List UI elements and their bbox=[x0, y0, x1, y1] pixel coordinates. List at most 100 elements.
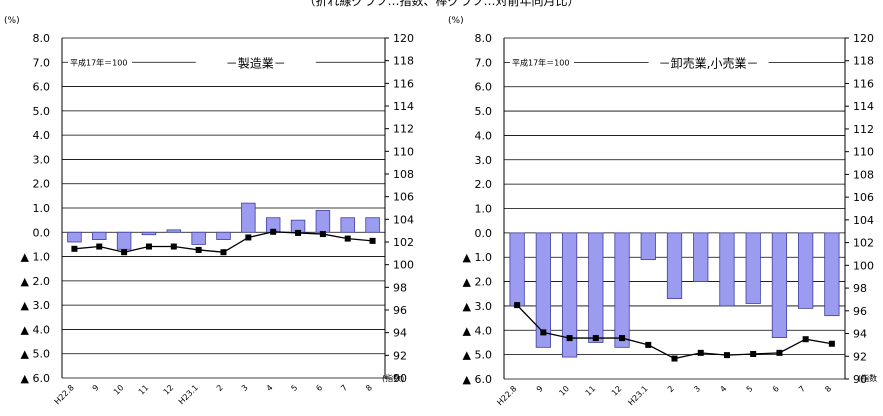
index-point bbox=[619, 335, 625, 341]
left-tick-label: 1.0 bbox=[33, 202, 51, 215]
index-point bbox=[96, 244, 102, 250]
right-tick-label: 94 bbox=[393, 327, 407, 340]
x-tick-label: H22.8 bbox=[495, 384, 518, 407]
chart-manufacturing: 8.07.06.05.04.03.02.01.00.0▲ 1.0▲ 2.0▲ 3… bbox=[0, 0, 440, 416]
left-tick-label: ▲ 4.0 bbox=[463, 324, 492, 337]
index-point bbox=[672, 356, 678, 362]
left-tick-label: ▲ 2.0 bbox=[463, 276, 492, 289]
left-tick-label: ▲ 4.0 bbox=[21, 323, 50, 336]
left-tick-label: ▲ 5.0 bbox=[21, 348, 50, 361]
right-tick-label: 110 bbox=[853, 146, 874, 159]
x-tick-label: 10 bbox=[112, 383, 126, 397]
x-tick-label: 6 bbox=[314, 383, 324, 393]
right-tick-label: 120 bbox=[853, 32, 874, 45]
x-tick-label: 3 bbox=[240, 383, 250, 393]
left-tick-label: 8.0 bbox=[33, 32, 51, 45]
right-tick-label: 100 bbox=[853, 259, 874, 272]
bar bbox=[92, 232, 106, 239]
x-tick-label: H22.8 bbox=[53, 383, 76, 406]
x-tick-label: 2 bbox=[666, 384, 676, 394]
index-point bbox=[540, 329, 546, 335]
index-point bbox=[345, 236, 351, 242]
index-point bbox=[370, 238, 376, 244]
index-point bbox=[71, 246, 77, 252]
right-tick-label: 110 bbox=[393, 145, 414, 158]
index-point bbox=[724, 352, 730, 358]
x-tick-label: 4 bbox=[265, 383, 275, 393]
right-tick-label: 114 bbox=[393, 100, 414, 113]
bar bbox=[641, 233, 655, 260]
bar bbox=[746, 233, 760, 304]
index-point bbox=[196, 247, 202, 253]
x-tick-label: 10 bbox=[557, 384, 571, 398]
index-point bbox=[320, 231, 326, 237]
x-tick-label: H23.1 bbox=[177, 383, 200, 406]
bar bbox=[68, 232, 82, 242]
x-tick-label: 8 bbox=[823, 384, 833, 394]
left-tick-label: ▲ 3.0 bbox=[463, 300, 492, 313]
left-tick-label: 7.0 bbox=[33, 56, 51, 69]
left-tick-label: 5.0 bbox=[475, 105, 493, 118]
index-point bbox=[121, 249, 127, 255]
left-tick-label: 0.0 bbox=[33, 226, 51, 239]
right-tick-label: 114 bbox=[853, 100, 874, 113]
x-tick-label: 8 bbox=[364, 383, 374, 393]
right-tick-label: 102 bbox=[393, 236, 414, 249]
index-point bbox=[829, 341, 835, 347]
index-point bbox=[803, 336, 809, 342]
index-point bbox=[567, 335, 573, 341]
panel-label: －卸売業,小売業－ bbox=[659, 55, 759, 70]
index-point bbox=[698, 350, 704, 356]
x-tick-label: 9 bbox=[91, 383, 101, 393]
right-tick-label: 92 bbox=[853, 350, 867, 363]
bar bbox=[316, 210, 330, 232]
x-tick-label: 4 bbox=[718, 384, 728, 394]
right-tick-label: 106 bbox=[853, 191, 874, 204]
right-tick-label: 106 bbox=[393, 191, 414, 204]
x-tick-label: 7 bbox=[339, 383, 349, 393]
bar bbox=[694, 233, 708, 282]
left-tick-label: 2.0 bbox=[475, 178, 493, 191]
right-tick-label: 100 bbox=[393, 259, 414, 272]
right-tick-label: 92 bbox=[393, 349, 407, 362]
left-tick-label: 3.0 bbox=[33, 153, 51, 166]
left-tick-label: 7.0 bbox=[475, 56, 493, 69]
right-tick-label: 118 bbox=[393, 55, 414, 68]
index-point bbox=[146, 244, 152, 250]
left-tick-label: 4.0 bbox=[33, 129, 51, 142]
left-tick-label: 8.0 bbox=[475, 32, 493, 45]
right-tick-label: 118 bbox=[853, 55, 874, 68]
x-tick-label: 12 bbox=[610, 384, 624, 398]
index-point bbox=[221, 249, 227, 255]
x-tick-label: 11 bbox=[137, 383, 151, 397]
left-tick-label: 3.0 bbox=[475, 154, 493, 167]
base-note: 平成17年＝100 bbox=[70, 57, 127, 67]
left-tick-label: 0.0 bbox=[475, 227, 493, 240]
index-point bbox=[295, 230, 301, 236]
right-tick-label: 104 bbox=[853, 214, 874, 227]
bar bbox=[142, 232, 156, 234]
bar bbox=[798, 233, 812, 309]
right-tick-label: 120 bbox=[393, 32, 414, 45]
right-tick-label: 98 bbox=[853, 282, 867, 295]
bar bbox=[667, 233, 681, 299]
right-tick-label: 102 bbox=[853, 237, 874, 250]
right-tick-label: 116 bbox=[853, 77, 874, 90]
bar bbox=[341, 218, 355, 233]
left-tick-label: 1.0 bbox=[475, 203, 493, 216]
bar bbox=[167, 230, 181, 232]
base-note: 平成17年＝100 bbox=[512, 57, 569, 67]
left-tick-label: 6.0 bbox=[33, 81, 51, 94]
bar bbox=[510, 233, 524, 306]
x-tick-label: 12 bbox=[162, 383, 176, 397]
index-point bbox=[270, 229, 276, 235]
x-tick-label: 9 bbox=[535, 384, 545, 394]
chart-wholesale-retail: 8.0 7.0 6.0 5.0 4.0 3.0 2.0 1.0 0.0 ▲ 1.0 ▲ 2.0 ▲ 3… bbox=[443, 0, 883, 416]
x-tick-label: 5 bbox=[289, 383, 299, 393]
right-tick-label: 112 bbox=[393, 123, 414, 136]
right-tick-label: 108 bbox=[853, 168, 874, 181]
x-tick-label: 5 bbox=[745, 384, 755, 394]
left-tick-label: ▲ 5.0 bbox=[463, 349, 492, 362]
bar bbox=[589, 233, 603, 343]
left-tick-label: 6.0 bbox=[475, 81, 493, 94]
